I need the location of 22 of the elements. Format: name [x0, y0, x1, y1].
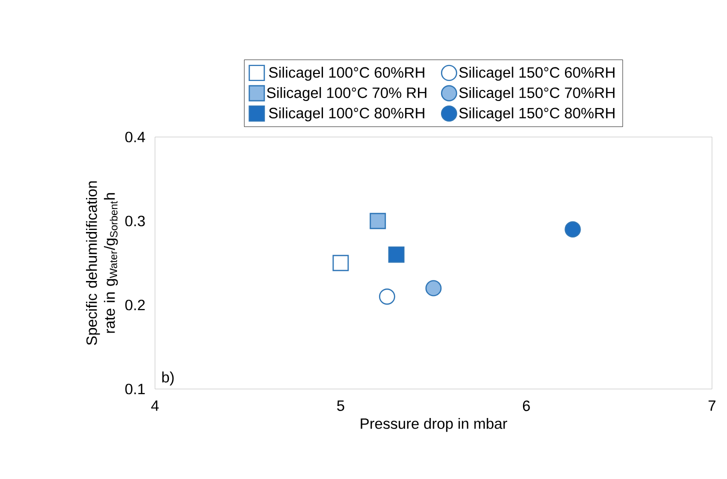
- x-tick-label: 6: [522, 400, 530, 412]
- y-tick-label: 0.2: [125, 300, 145, 310]
- y-tick-label: 0.4: [125, 132, 146, 142]
- annotation: b): [162, 372, 174, 386]
- legend-label: Silicagel 150°C 60%RH: [459, 66, 614, 81]
- point: [378, 288, 396, 305]
- legend-label: Silicagel 150°C 80%RH: [459, 107, 614, 122]
- y-tick-label: 0.3: [125, 216, 145, 226]
- point: [425, 280, 442, 296]
- legend-label: Silicagel 100°C 60%RH: [269, 66, 424, 81]
- point: [332, 254, 349, 272]
- point: [388, 246, 404, 263]
- y-tick-label: 0.1: [125, 384, 145, 394]
- legend-label: Silicagel 150°C 70%RH: [459, 87, 614, 102]
- point: [370, 212, 386, 230]
- x-axis-title: Pressure drop in mbar: [360, 418, 508, 432]
- legend-label: Silicagel 100°C 80%RH: [269, 107, 424, 122]
- point: [564, 221, 581, 238]
- legend-label: Silicagel 100°C 70% RH: [266, 87, 426, 102]
- x-tick-label: 5: [337, 400, 344, 411]
- x-tick-label: 4: [151, 400, 159, 411]
- x-tick-label: 7: [708, 400, 716, 411]
